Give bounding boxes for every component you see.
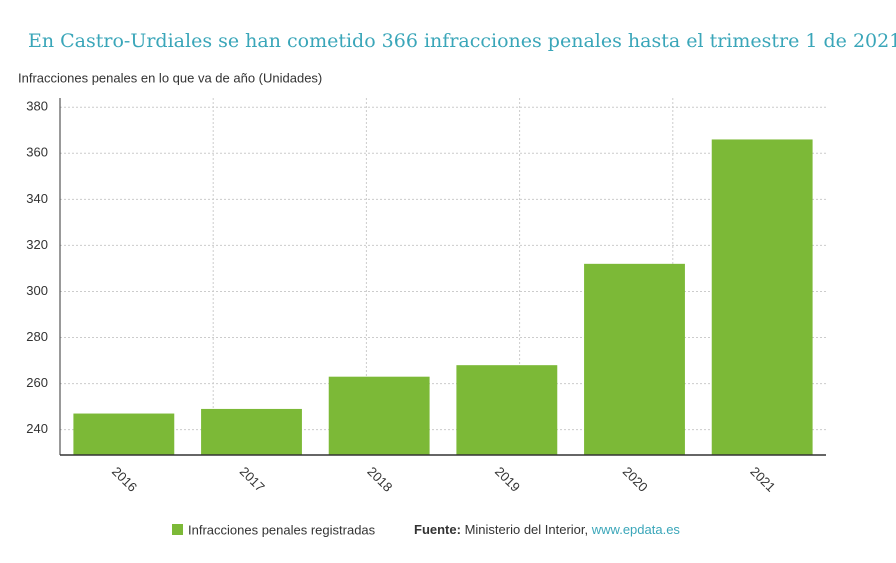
bar: [201, 408, 302, 455]
x-tick-label: 2019: [492, 464, 523, 495]
bar: [584, 263, 685, 455]
source: Fuente: Ministerio del Interior, www.epd…: [414, 522, 680, 537]
x-tick-label: 2020: [620, 464, 651, 495]
y-tick-label: 260: [26, 375, 48, 390]
source-text: Ministerio del Interior,: [465, 522, 589, 537]
y-tick-label: 240: [26, 421, 48, 436]
source-link[interactable]: www.epdata.es: [591, 522, 681, 537]
bar: [328, 376, 430, 455]
x-tick-label: 2016: [109, 464, 140, 495]
x-tick-label: 2018: [364, 464, 395, 495]
legend-label: Infracciones penales registradas: [188, 522, 376, 537]
bar: [73, 413, 175, 455]
bar: [711, 139, 813, 455]
y-tick-label: 340: [26, 191, 48, 206]
x-tick-label: 2021: [747, 464, 778, 495]
y-tick-label: 320: [26, 237, 48, 252]
y-tick-label: 380: [26, 99, 48, 114]
bar: [456, 365, 558, 455]
x-tick-label: 2017: [237, 464, 268, 495]
y-tick-label: 280: [26, 329, 48, 344]
chart-title: En Castro-Urdiales se han cometido 366 i…: [28, 30, 896, 52]
legend-swatch: [172, 524, 183, 535]
y-tick-label: 300: [26, 283, 48, 298]
y-tick-label: 360: [26, 145, 48, 160]
chart-subtitle: Infracciones penales en lo que va de año…: [18, 70, 322, 85]
source-label: Fuente:: [414, 522, 461, 537]
